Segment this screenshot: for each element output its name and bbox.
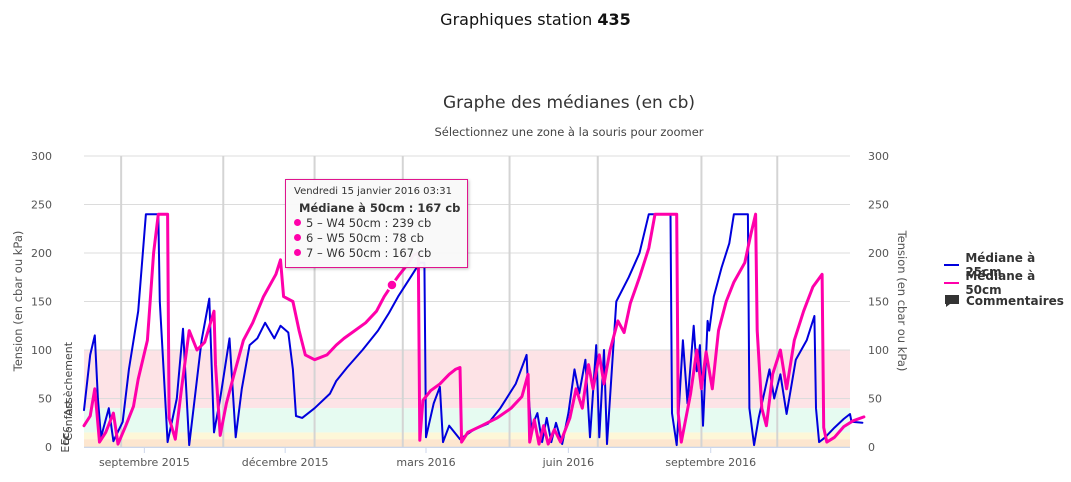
legend-swatch-50cm [944,282,960,284]
y-tick-label-left: 300 [31,150,52,163]
chart-subtitle: Sélectionnez une zone à la souris pour z… [434,125,703,139]
legend-label-25cm: Médiane à 25cm [965,251,1036,279]
band-label-3: Ecc [59,434,72,453]
band-label-0: Assèchement [62,341,75,416]
y-tick-label-right: 300 [868,150,889,163]
chart-legend: Médiane à 25cm Médiane à 50cm Commentair… [944,251,1071,310]
y-axis-title-left: Tension (en cbar ou kPa) [11,231,25,373]
band-label-2: Ecc [59,426,72,445]
x-tick-label: septembre 2016 [665,456,756,469]
comment-icon [944,294,960,308]
y-tick-label-left: 0 [45,441,52,454]
series-line-median-50cm [82,212,866,446]
y-tick-label-right: 0 [868,441,875,454]
legend-item-median-25cm[interactable]: Médiane à 25cm [944,251,1071,279]
plot-band-3 [84,439,850,447]
y-tick-label-left: 50 [38,393,52,406]
tooltip-dot [294,219,301,226]
y-tick-label-left: 250 [31,199,52,212]
chart-tooltip: Vendredi 15 janvier 2016 03:31 Médiane à… [285,179,468,268]
page-title: Graphiques station 435 [440,10,631,29]
x-tick-label: mars 2016 [396,456,455,469]
y-tick-label-right: 100 [868,344,889,357]
plot-band-1 [84,408,850,433]
x-tick-label: juin 2016 [542,456,595,469]
legend-swatch-25cm [944,264,960,266]
chart-title: Graphe des médianes (en cb) [443,93,695,113]
y-tick-label-right: 200 [868,247,889,260]
tooltip-date: Vendredi 15 janvier 2016 03:31 [294,186,452,197]
legend-item-median-50cm[interactable]: Médiane à 50cm [944,269,1071,297]
legend-label-50cm: Médiane à 50cm [965,269,1036,297]
tooltip-row-w5: 6 – W5 50cm : 78 cb [294,230,459,245]
tooltip-row-w6: 7 – W6 50cm : 167 cb [294,245,459,260]
x-tick-label: septembre 2015 [99,456,190,469]
legend-label-comments: Commentaires [966,294,1064,308]
y-tick-label-right: 50 [868,393,882,406]
tooltip-dot [294,234,301,241]
station-number: 435 [597,10,631,29]
legend-item-comments[interactable]: Commentaires [944,292,1071,310]
tooltip-dot [294,249,301,256]
tooltip-row-w4: 5 – W4 50cm : 239 cb [294,215,459,230]
y-tick-label-left: 100 [31,344,52,357]
y-tick-label-right: 250 [868,199,889,212]
hover-point-marker [386,279,398,291]
band-label-1: Confort [62,399,75,441]
x-tick-label: décembre 2015 [242,456,329,469]
y-tick-label-left: 150 [31,296,52,309]
tooltip-row-median: Médiane à 50cm : 167 cb [299,200,461,215]
y-tick-label-left: 200 [31,247,52,260]
y-axis-title-right: Tension (en cbar ou kPa) [895,230,909,372]
y-tick-label-right: 150 [868,296,889,309]
